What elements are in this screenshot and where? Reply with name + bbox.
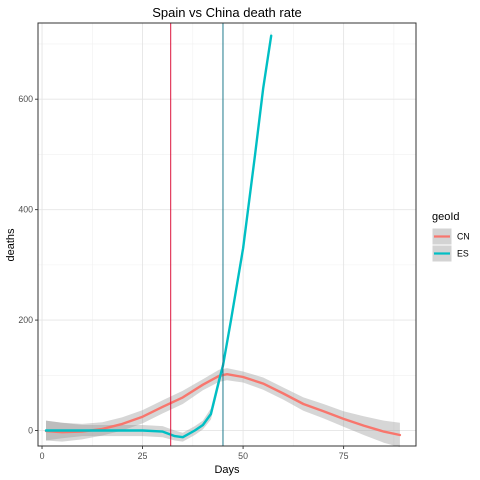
y-axis-title: deaths: [5, 228, 17, 262]
x-tick-label: 50: [238, 451, 248, 461]
panel-border: [37, 22, 417, 447]
legend: geoId CN ES: [431, 211, 470, 263]
legend-label-es: ES: [457, 249, 469, 259]
y-tick-label: 600: [18, 94, 33, 104]
series-line-es: [44, 34, 273, 439]
x-tick-label: 0: [40, 451, 45, 461]
plot-area: 0 25 50 75 0 200 400 600: [18, 22, 417, 461]
legend-label-cn: CN: [457, 232, 470, 242]
y-tick-label: 200: [18, 315, 33, 325]
confidence-band-cn: [46, 368, 400, 448]
chart-title: Spain vs China death rate: [152, 5, 302, 20]
x-tick-label: 25: [138, 451, 148, 461]
x-tick-label: 75: [339, 451, 349, 461]
legend-title: geoId: [432, 211, 460, 223]
y-tick-label: 0: [28, 426, 33, 436]
y-tick-label: 400: [18, 205, 33, 215]
x-axis-title: Days: [214, 464, 240, 476]
